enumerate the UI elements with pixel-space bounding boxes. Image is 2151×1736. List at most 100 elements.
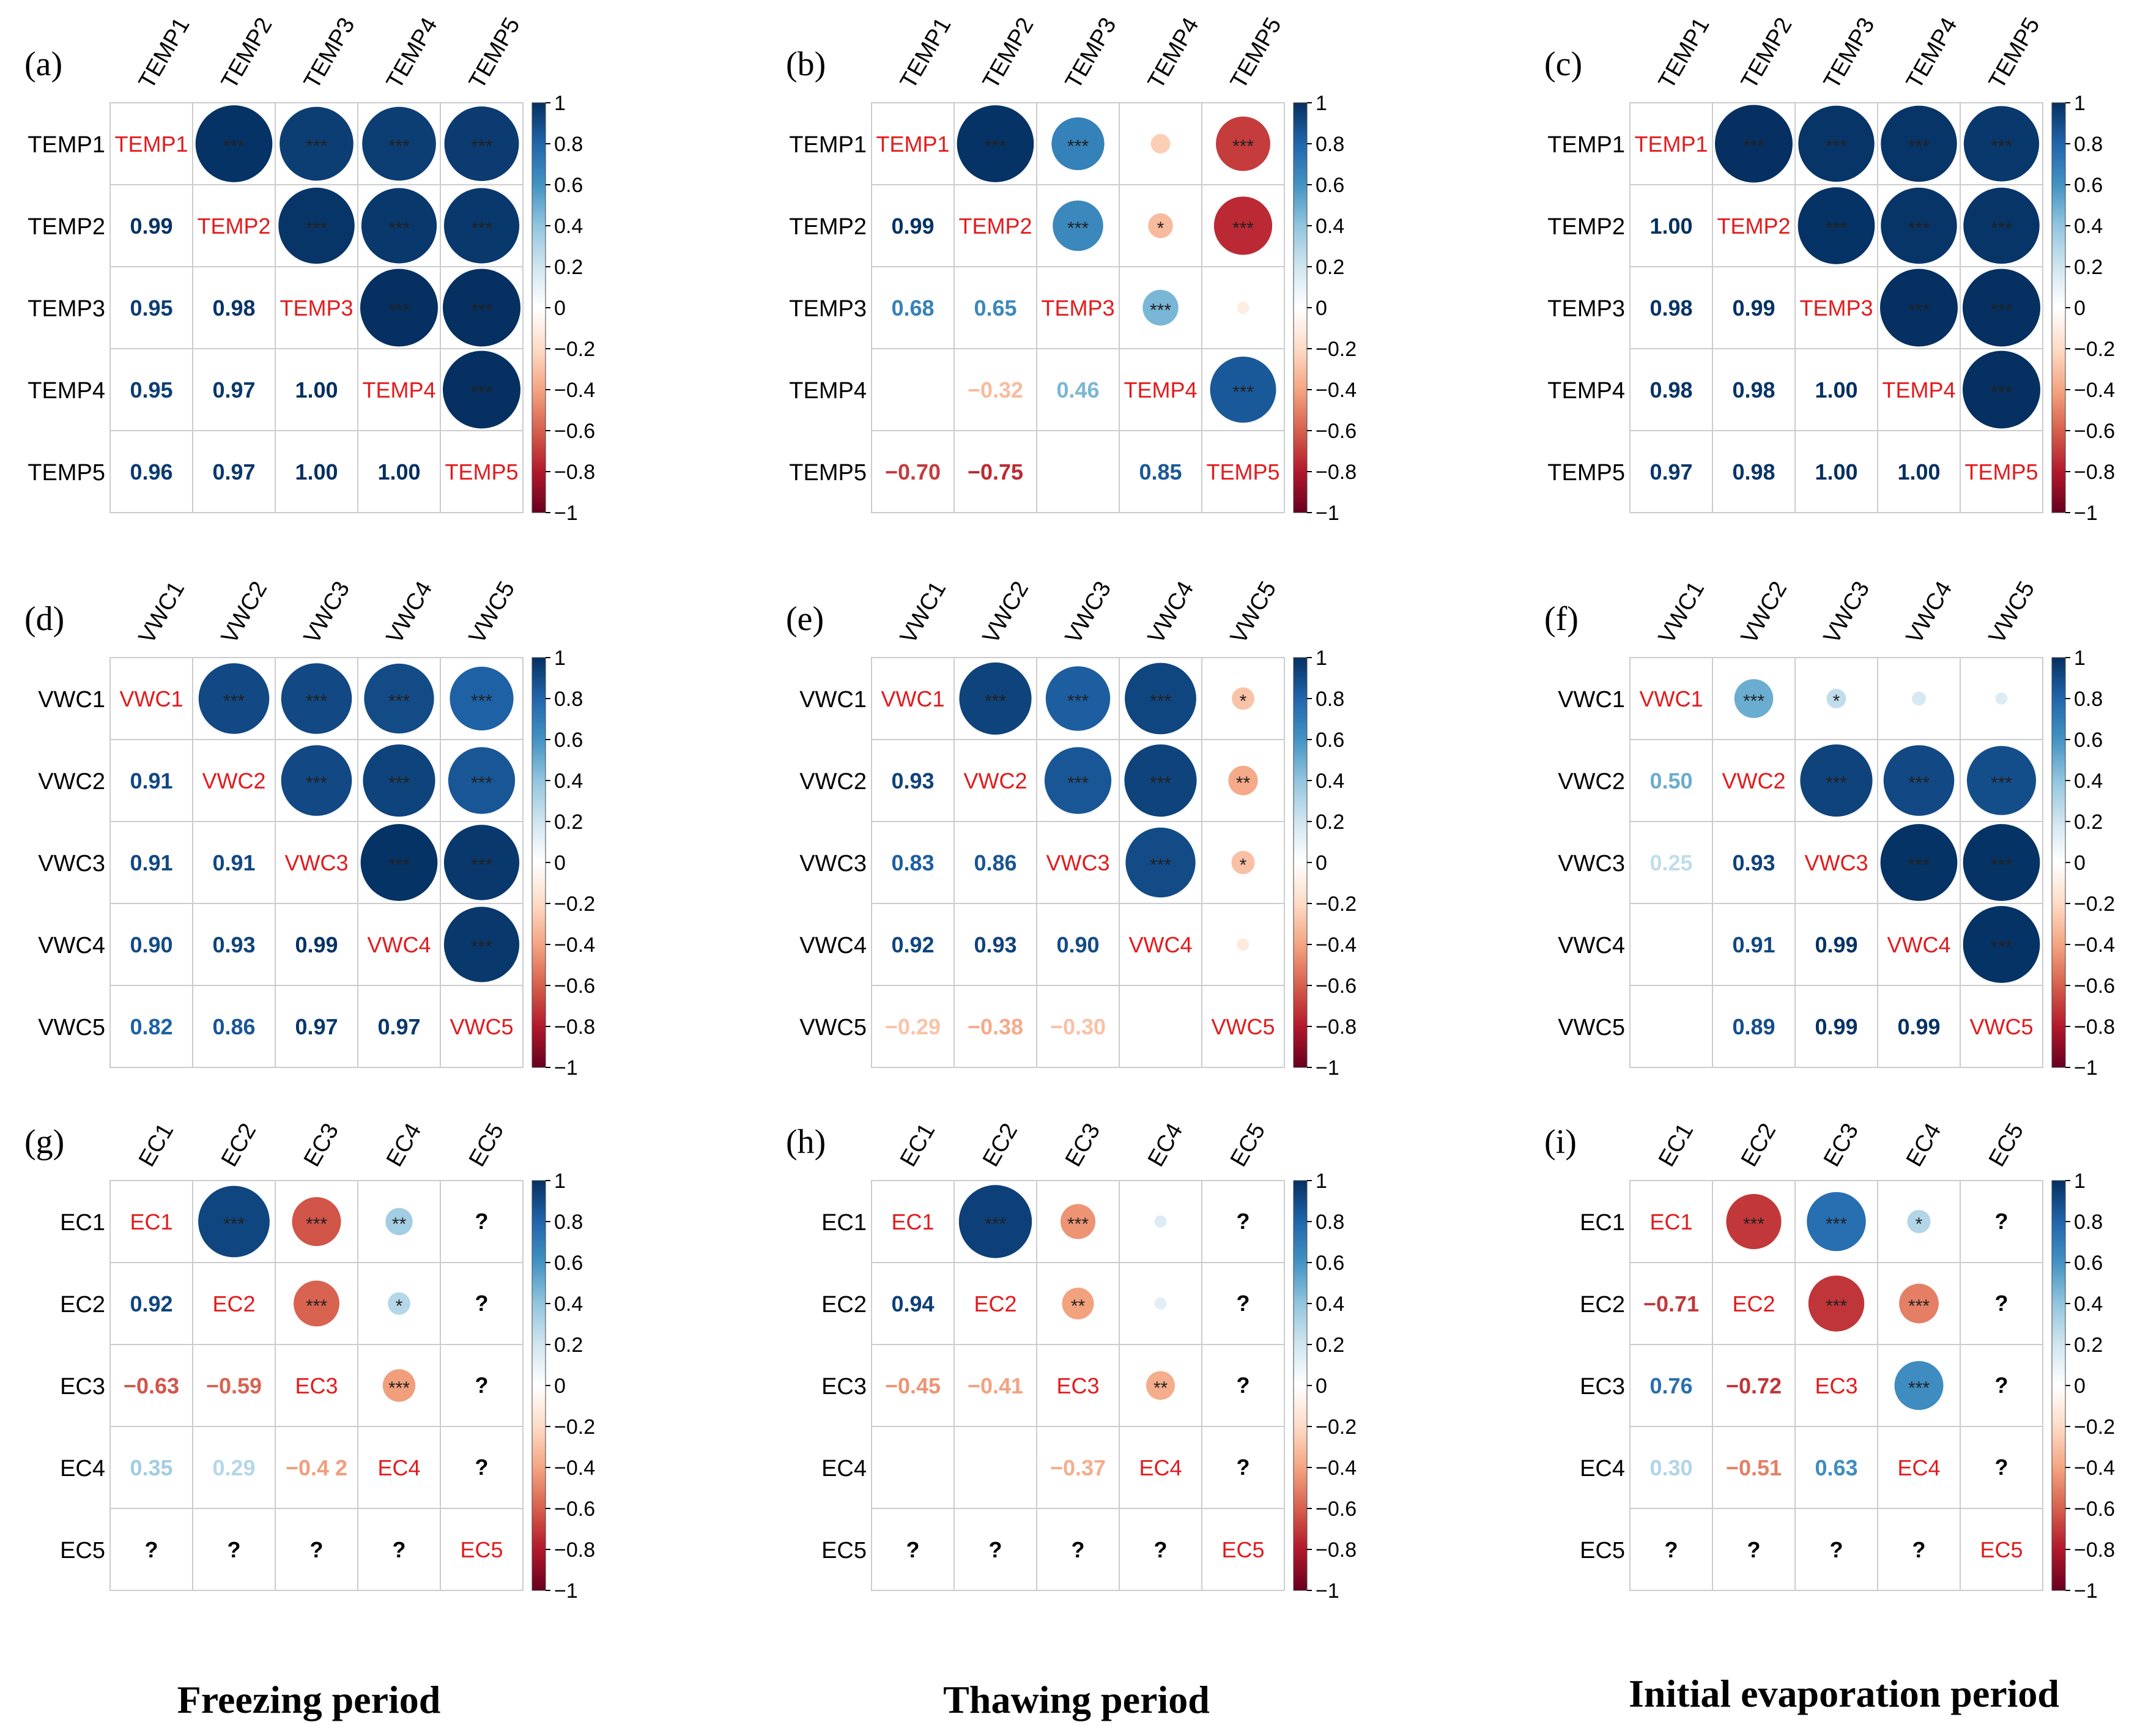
matrix-frame bbox=[871, 102, 1285, 513]
row-label: VWC5 bbox=[38, 1015, 105, 1040]
significance-stars: *** bbox=[388, 218, 410, 239]
colorbar-tick-label: 0.8 bbox=[554, 1211, 583, 1234]
corr-value: −0.45 bbox=[885, 1373, 941, 1398]
colorbar-tick-label: −1 bbox=[1316, 502, 1339, 525]
corr-value: 0.86 bbox=[212, 1014, 255, 1039]
significance-stars: ** bbox=[1071, 1296, 1086, 1316]
corr-value: 1.00 bbox=[295, 459, 338, 484]
corr-circle bbox=[198, 1185, 270, 1258]
column-label: EC1 bbox=[895, 1119, 940, 1171]
diagonal-label: VWC5 bbox=[1969, 1014, 2033, 1039]
diagonal-label: TEMP5 bbox=[1206, 459, 1279, 484]
colorbar-tick-label: 1 bbox=[554, 647, 566, 670]
missing-mark: ? bbox=[1747, 1537, 1761, 1562]
significance-stars: *** bbox=[1991, 218, 2012, 239]
colorbar-tick-label: 0.2 bbox=[2074, 811, 2103, 834]
column-label: VWC4 bbox=[1901, 577, 1957, 648]
significance-stars: * bbox=[1833, 691, 1840, 711]
colorbar-tick-label: −1 bbox=[2074, 1056, 2098, 1080]
colorbar-tick-label: 0 bbox=[554, 297, 566, 320]
row-label: EC2 bbox=[821, 1292, 867, 1318]
corr-circle bbox=[1231, 850, 1255, 875]
colorbar-tick-label: −0.2 bbox=[1316, 892, 1357, 916]
colorbar-tick-label: 0.4 bbox=[2074, 770, 2103, 793]
row-label: TEMP2 bbox=[1547, 214, 1625, 240]
row-label: VWC2 bbox=[38, 769, 105, 795]
corr-circle bbox=[1797, 187, 1875, 264]
colorbar-tick-label: 0.4 bbox=[1316, 770, 1344, 793]
colorbar-tick-label: 0.6 bbox=[554, 174, 583, 197]
significance-stars: *** bbox=[306, 1296, 327, 1316]
corr-circle bbox=[362, 106, 436, 181]
corr-circle bbox=[1060, 1204, 1096, 1239]
column-label: VWC1 bbox=[1654, 577, 1709, 648]
colorbar-tick-label: 0 bbox=[1316, 297, 1327, 320]
colorbar-tick-label: −0.8 bbox=[554, 461, 595, 484]
significance-stars: *** bbox=[1991, 300, 2012, 321]
corr-circle bbox=[1881, 105, 1957, 182]
corr-value: 0.99 bbox=[1815, 1014, 1857, 1039]
colorbar-tick-label: 1 bbox=[554, 1170, 566, 1193]
corr-value: 0.99 bbox=[130, 213, 172, 239]
corr-value: 0.99 bbox=[295, 932, 338, 957]
corr-circle bbox=[1051, 117, 1105, 171]
significance-stars: *** bbox=[471, 218, 492, 239]
row-label: VWC4 bbox=[799, 933, 867, 959]
row-label: EC4 bbox=[821, 1456, 867, 1482]
corr-circle bbox=[448, 747, 516, 814]
corr-value: 0.97 bbox=[377, 1014, 420, 1039]
corr-value: 0.98 bbox=[1649, 295, 1692, 321]
significance-stars: *** bbox=[388, 300, 410, 321]
colorbar bbox=[531, 1180, 546, 1591]
corr-value: 0.97 bbox=[295, 1014, 338, 1039]
missing-mark: ? bbox=[310, 1537, 324, 1562]
colorbar-tick-label: −0.8 bbox=[554, 1538, 595, 1562]
colorbar-tick-label: 0.4 bbox=[554, 215, 583, 238]
corr-circle bbox=[1963, 106, 2040, 182]
period-label: Thawing period bbox=[943, 1678, 1210, 1721]
significance-stars: *** bbox=[1232, 382, 1254, 402]
corr-circle bbox=[1734, 679, 1774, 718]
diagonal-label: EC5 bbox=[460, 1537, 503, 1562]
column-label: EC4 bbox=[1901, 1119, 1946, 1171]
corr-value: 0.83 bbox=[891, 850, 934, 875]
row-label: TEMP4 bbox=[1547, 378, 1625, 404]
diagonal-label: VWC2 bbox=[202, 768, 265, 793]
colorbar-tick-label: 0.6 bbox=[554, 1252, 583, 1275]
colorbar-tick-label: 0 bbox=[2074, 1374, 2086, 1398]
significance-stars: *** bbox=[1826, 218, 1847, 239]
colorbar-tick-label: −0.6 bbox=[554, 420, 595, 443]
corr-value: 0.93 bbox=[212, 932, 255, 957]
colorbar-tick-label: −1 bbox=[1316, 1579, 1339, 1603]
colorbar-tick-label: 0.8 bbox=[1316, 133, 1344, 156]
missing-mark: ? bbox=[1665, 1537, 1678, 1562]
column-label: EC2 bbox=[1736, 1119, 1781, 1171]
significance-stars: *** bbox=[1991, 937, 2012, 957]
corr-value: 0.92 bbox=[891, 932, 934, 957]
corr-circle bbox=[1912, 691, 1926, 706]
significance-stars: *** bbox=[1908, 1296, 1930, 1316]
corr-value: 0.98 bbox=[1732, 377, 1775, 402]
row-label: VWC1 bbox=[1558, 687, 1625, 713]
colorbar-tick-label: 0.8 bbox=[554, 688, 583, 711]
missing-mark: ? bbox=[1237, 1455, 1250, 1480]
diagonal-label: VWC1 bbox=[881, 686, 944, 711]
corr-circle bbox=[1808, 1275, 1865, 1332]
significance-stars: *** bbox=[1150, 300, 1171, 321]
significance-stars: *** bbox=[388, 136, 410, 157]
significance-stars: *** bbox=[1908, 300, 1930, 321]
row-label: EC2 bbox=[1580, 1292, 1625, 1318]
diagonal-label: VWC4 bbox=[367, 932, 431, 957]
significance-stars: *** bbox=[306, 1214, 327, 1234]
colorbar-tick-label: 0 bbox=[554, 851, 566, 875]
diagonal-label: EC4 bbox=[377, 1455, 420, 1480]
column-label: EC2 bbox=[978, 1119, 1023, 1171]
colorbar-tick-label: 0.4 bbox=[1316, 1293, 1344, 1316]
corr-value: 0.30 bbox=[1649, 1455, 1692, 1480]
missing-mark: ? bbox=[989, 1537, 1002, 1562]
corr-circle bbox=[1963, 906, 2040, 983]
corr-circle bbox=[1995, 692, 2008, 705]
corr-circle bbox=[382, 1369, 416, 1402]
corr-value: −0.32 bbox=[968, 377, 1023, 402]
